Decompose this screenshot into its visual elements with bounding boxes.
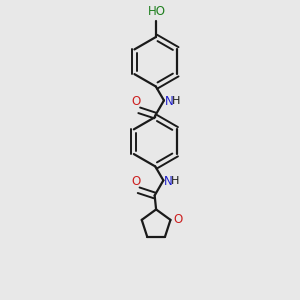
Text: O: O xyxy=(131,175,140,188)
Text: HO: HO xyxy=(148,5,166,18)
Text: H: H xyxy=(171,176,180,186)
Text: N: N xyxy=(164,175,173,188)
Text: O: O xyxy=(132,95,141,108)
Text: N: N xyxy=(164,95,173,108)
Text: O: O xyxy=(173,213,183,226)
Text: H: H xyxy=(172,96,180,106)
